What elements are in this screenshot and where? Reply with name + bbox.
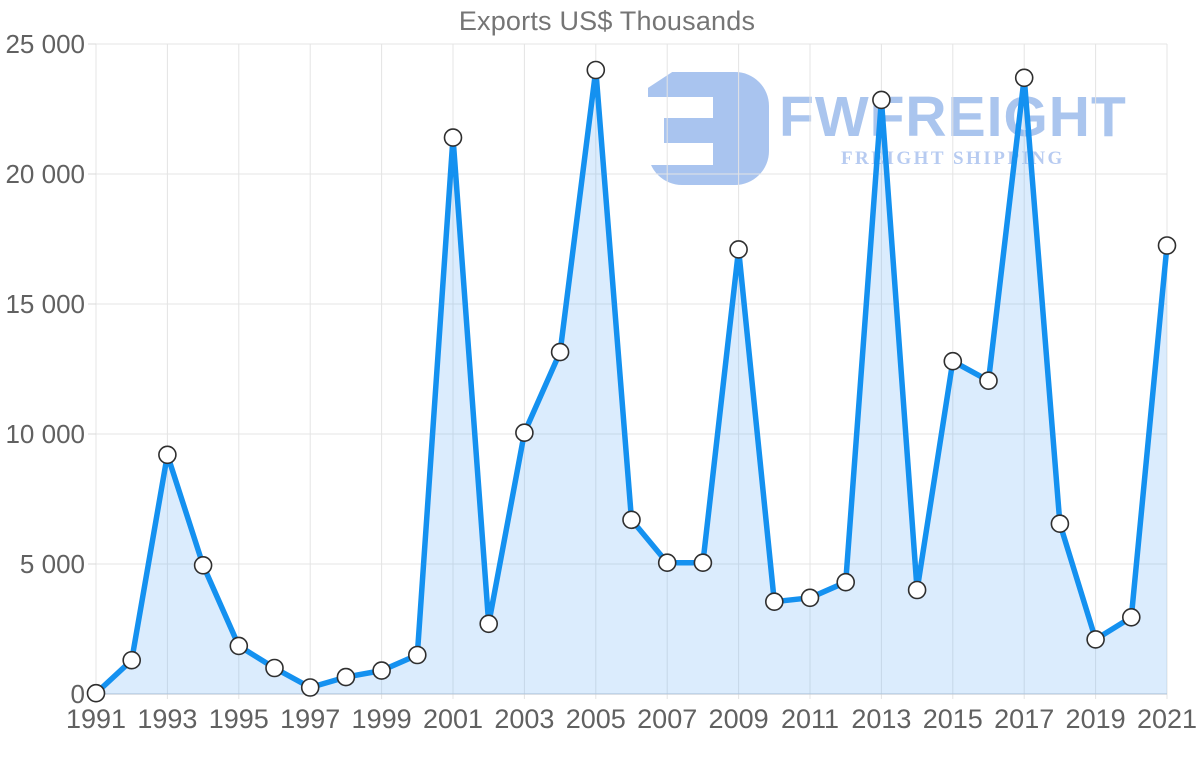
x-axis-label: 2013 bbox=[851, 704, 911, 734]
data-point-2001[interactable] bbox=[443, 128, 463, 147]
y-axis-label: 15 000 bbox=[5, 289, 85, 319]
y-axis-label: 20 000 bbox=[5, 159, 85, 189]
data-point-1992[interactable] bbox=[122, 650, 141, 670]
x-axis-label: 1999 bbox=[352, 704, 412, 734]
data-point-2018[interactable] bbox=[1050, 514, 1070, 534]
data-point-1999[interactable] bbox=[372, 661, 391, 680]
data-point-2002[interactable] bbox=[479, 614, 499, 634]
data-point-1998[interactable] bbox=[336, 667, 356, 687]
data-point-2021[interactable] bbox=[1157, 236, 1177, 255]
data-point-2017[interactable] bbox=[1014, 68, 1034, 88]
x-axis-label: 1991 bbox=[66, 704, 126, 734]
data-point-2006[interactable] bbox=[622, 510, 641, 530]
data-point-2005[interactable] bbox=[586, 60, 606, 80]
x-axis-label: 2015 bbox=[923, 704, 983, 734]
x-axis-label: 2017 bbox=[994, 704, 1054, 734]
y-axis-label: 25 000 bbox=[5, 29, 85, 59]
data-point-2015[interactable] bbox=[943, 351, 963, 371]
data-point-2012[interactable] bbox=[836, 572, 856, 592]
data-point-1994[interactable] bbox=[193, 555, 213, 575]
data-point-1996[interactable] bbox=[265, 658, 284, 678]
data-point-2019[interactable] bbox=[1086, 630, 1105, 649]
y-axis-label: 5 000 bbox=[20, 549, 85, 579]
data-point-2010[interactable] bbox=[764, 592, 784, 612]
data-point-2014[interactable] bbox=[907, 580, 927, 600]
data-point-2004[interactable] bbox=[550, 342, 570, 362]
y-axis-label: 10 000 bbox=[5, 419, 85, 449]
x-axis-label: 2011 bbox=[781, 704, 839, 734]
data-point-2016[interactable] bbox=[979, 371, 998, 391]
data-point-2011[interactable] bbox=[800, 588, 820, 608]
x-axis-label: 2009 bbox=[709, 704, 769, 734]
data-point-2000[interactable] bbox=[407, 645, 427, 665]
x-axis-label: 2003 bbox=[494, 704, 554, 734]
chart-title: Exports US$ Thousands bbox=[458, 6, 756, 36]
data-point-2007[interactable] bbox=[657, 553, 677, 573]
x-axis-label: 2019 bbox=[1066, 704, 1126, 734]
data-point-2013[interactable] bbox=[872, 90, 891, 110]
series-area-fill bbox=[96, 70, 1167, 694]
x-axis-label: 1997 bbox=[280, 704, 340, 734]
x-axis-label: 2001 bbox=[423, 704, 483, 734]
x-axis-label: 1995 bbox=[209, 704, 269, 734]
data-point-1991[interactable] bbox=[86, 683, 106, 703]
y-axis-label: 0 bbox=[71, 679, 85, 709]
data-point-2003[interactable] bbox=[515, 423, 534, 443]
data-point-2020[interactable] bbox=[1122, 607, 1141, 627]
data-point-2008[interactable] bbox=[693, 553, 713, 573]
data-point-1997[interactable] bbox=[300, 678, 320, 697]
data-point-1995[interactable] bbox=[229, 636, 249, 656]
data-point-1993[interactable] bbox=[158, 445, 177, 465]
x-axis-label: 2005 bbox=[566, 704, 626, 734]
x-axis-label: 2007 bbox=[637, 704, 697, 734]
x-axis-label: 1993 bbox=[137, 704, 197, 734]
x-axis-label: 2021 bbox=[1137, 704, 1197, 734]
data-point-2009[interactable] bbox=[729, 240, 748, 259]
